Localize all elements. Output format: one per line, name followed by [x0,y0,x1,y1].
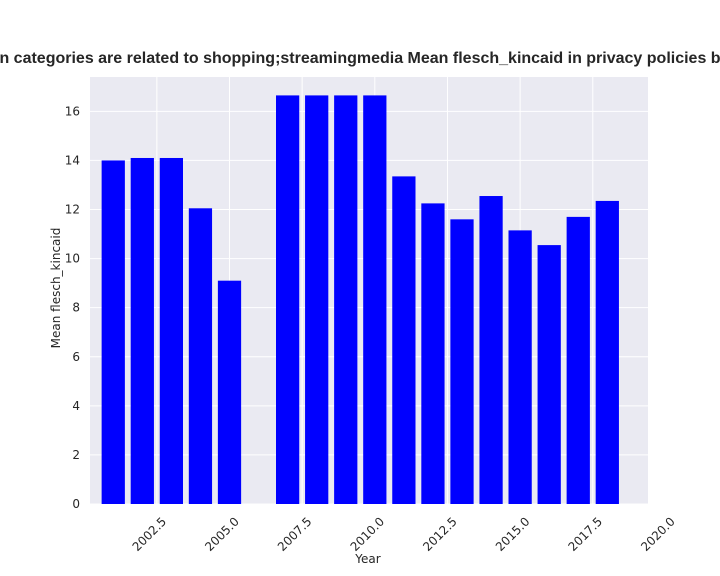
bars [101,95,619,505]
bar-2012 [421,203,445,504]
bar-2011 [392,176,416,504]
bar-2008 [305,95,329,504]
y-tick-label: 6 [72,350,80,364]
x-axis-label: Year [354,552,380,566]
chart-title: n categories are related to shopping;str… [0,50,720,67]
y-tick-label: 8 [72,301,80,315]
y-tick-label: 10 [65,252,80,266]
bar-2016 [537,245,561,504]
bar-2009 [334,95,358,504]
y-tick-label: 12 [65,203,80,217]
bar-2002 [130,157,154,504]
y-tick-label: 0 [72,497,80,511]
bar-2014 [479,196,503,504]
bar-2001 [101,160,125,505]
bar-2010 [363,95,387,504]
y-tick-label: 16 [65,104,80,118]
bar-2017 [566,216,590,504]
y-tick-label: 2 [72,448,80,462]
bar-2015 [508,230,532,504]
y-tick-label: 4 [72,399,80,413]
bar-2004 [188,208,213,505]
bar-2018 [595,200,619,504]
y-axis-label: Mean flesch_kincaid [49,228,63,349]
bar-2005 [217,280,242,504]
y-axis-ticks: 0 2 4 6 8 10 12 14 16 [65,104,80,511]
bar-2003 [159,157,183,504]
bar-2013 [450,219,474,505]
bar-2007 [276,95,300,504]
y-tick-label: 14 [65,153,80,167]
